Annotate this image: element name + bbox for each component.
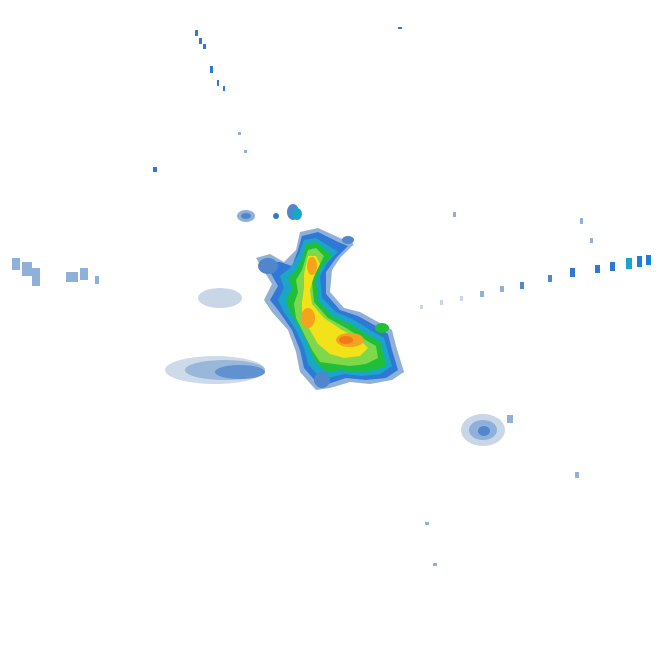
storm-yellow-core bbox=[302, 256, 368, 358]
north-streak bbox=[153, 27, 402, 172]
storm-orange-core-mid bbox=[301, 308, 315, 328]
small-dots bbox=[238, 132, 593, 566]
storm-satellite-west bbox=[258, 258, 278, 274]
storm-satellite-south bbox=[314, 372, 330, 388]
west-hazy-echo bbox=[198, 288, 242, 308]
main-storm-cell bbox=[256, 208, 404, 390]
se-echo-patch bbox=[461, 414, 513, 446]
storm-satellite-east bbox=[375, 323, 389, 333]
diffuse-echoes bbox=[165, 204, 513, 446]
sw-echo-band bbox=[165, 356, 265, 384]
storm-dark-orange-core bbox=[339, 336, 353, 344]
storm-satellite-ne bbox=[342, 236, 354, 244]
storm-orange-core-north bbox=[307, 257, 317, 275]
clutter-echoes bbox=[12, 27, 651, 566]
west-clutter bbox=[12, 258, 99, 286]
storm-satellite-north bbox=[292, 208, 302, 220]
east-streak bbox=[420, 255, 651, 309]
